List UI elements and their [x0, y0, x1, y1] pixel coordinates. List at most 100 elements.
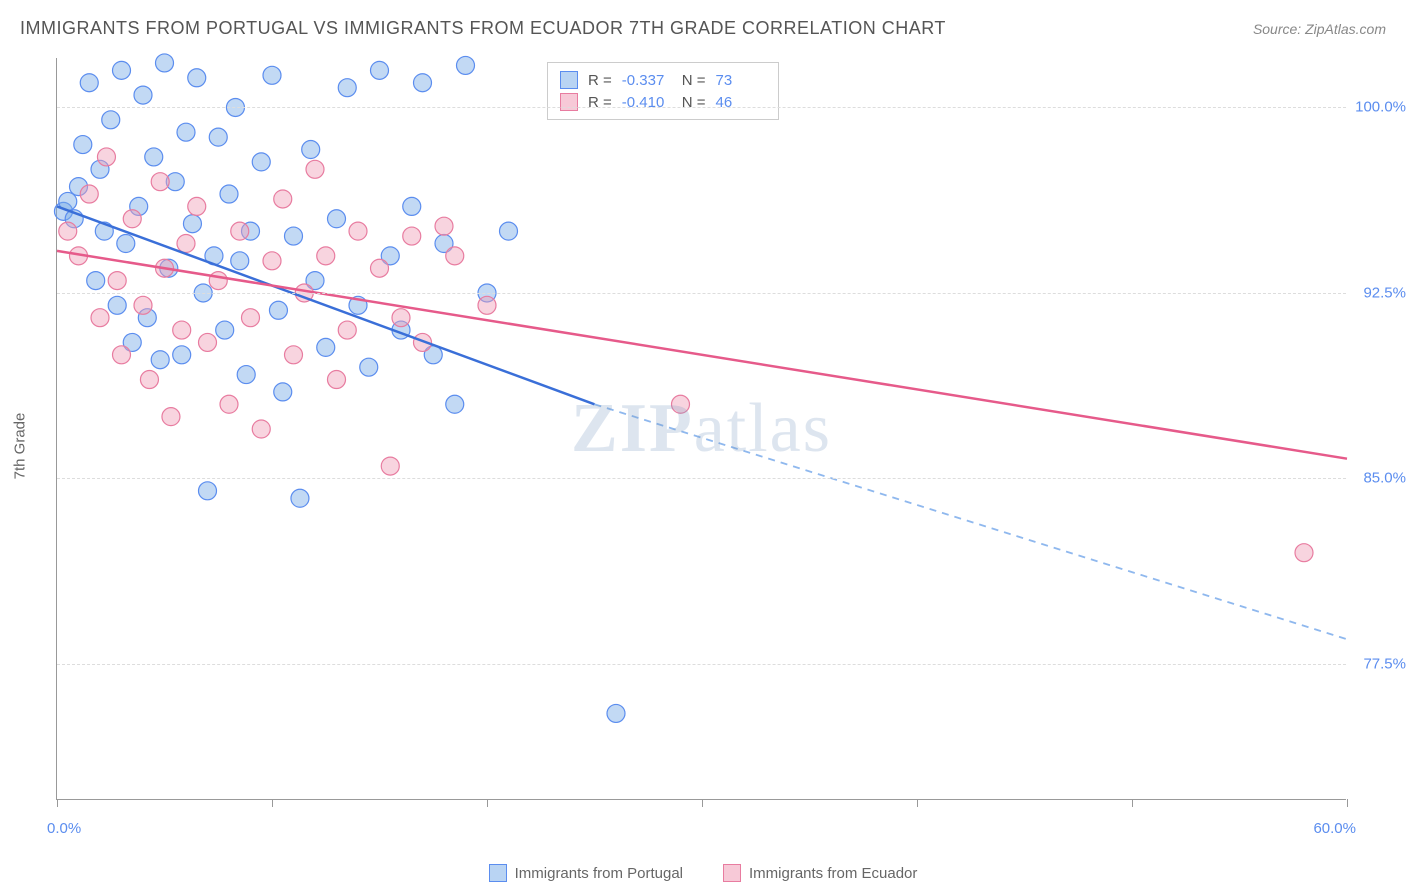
gridline: [57, 293, 1346, 294]
plot-area: ZIPatlas R = -0.337 N = 73 R = -0.410 N …: [56, 58, 1346, 800]
data-point: [457, 56, 475, 74]
data-point: [252, 420, 270, 438]
bottom-legend: Immigrants from Portugal Immigrants from…: [0, 864, 1406, 882]
data-point: [177, 123, 195, 141]
swatch-ecuador-bottom: [723, 864, 741, 882]
data-point: [91, 309, 109, 327]
data-point: [134, 86, 152, 104]
data-point: [338, 79, 356, 97]
data-point: [209, 272, 227, 290]
data-point: [199, 333, 217, 351]
correlation-legend: R = -0.337 N = 73 R = -0.410 N = 46: [547, 62, 779, 120]
x-axis-min-label: 0.0%: [47, 820, 81, 837]
data-point: [392, 309, 410, 327]
data-point: [263, 66, 281, 84]
data-point: [435, 217, 453, 235]
data-point: [188, 197, 206, 215]
data-point: [478, 296, 496, 314]
data-point: [252, 153, 270, 171]
swatch-portugal: [560, 71, 578, 89]
source-attribution: Source: ZipAtlas.com: [1253, 21, 1386, 37]
data-point: [220, 185, 238, 203]
data-point: [403, 227, 421, 245]
regression-line-ecuador: [57, 251, 1347, 459]
x-tick: [1347, 799, 1348, 807]
legend-row-ecuador: R = -0.410 N = 46: [560, 91, 766, 113]
data-point: [607, 704, 625, 722]
data-point: [102, 111, 120, 129]
data-point: [162, 408, 180, 426]
data-point: [87, 272, 105, 290]
data-point: [209, 128, 227, 146]
data-point: [371, 259, 389, 277]
x-tick: [57, 799, 58, 807]
x-axis-max-label: 60.0%: [1313, 820, 1356, 837]
data-point: [317, 338, 335, 356]
y-axis-title: 7th Grade: [12, 413, 29, 480]
data-point: [328, 210, 346, 228]
data-point: [274, 190, 292, 208]
data-point: [220, 395, 238, 413]
y-tick-label: 100.0%: [1351, 99, 1406, 116]
data-point: [117, 235, 135, 253]
data-point: [145, 148, 163, 166]
data-point: [216, 321, 234, 339]
data-point: [188, 69, 206, 87]
data-point: [183, 215, 201, 233]
chart-header: IMMIGRANTS FROM PORTUGAL VS IMMIGRANTS F…: [20, 18, 1386, 39]
bottom-legend-portugal: Immigrants from Portugal: [489, 864, 683, 882]
data-point: [113, 61, 131, 79]
series-label-ecuador: Immigrants from Ecuador: [749, 865, 917, 882]
x-tick: [1132, 799, 1133, 807]
data-point: [173, 346, 191, 364]
data-point: [242, 309, 260, 327]
data-point: [403, 197, 421, 215]
data-point: [338, 321, 356, 339]
data-point: [317, 247, 335, 265]
gridline: [57, 664, 1346, 665]
data-point: [360, 358, 378, 376]
data-point: [414, 74, 432, 92]
data-point: [108, 272, 126, 290]
data-point: [285, 227, 303, 245]
series-label-portugal: Immigrants from Portugal: [515, 865, 683, 882]
data-point: [59, 222, 77, 240]
data-point: [97, 148, 115, 166]
data-point: [231, 222, 249, 240]
legend-row-portugal: R = -0.337 N = 73: [560, 69, 766, 91]
data-point: [134, 296, 152, 314]
data-point: [156, 54, 174, 72]
data-point: [269, 301, 287, 319]
swatch-portugal-bottom: [489, 864, 507, 882]
data-point: [199, 482, 217, 500]
y-tick-label: 85.0%: [1351, 470, 1406, 487]
data-point: [1295, 544, 1313, 562]
chart-svg: [57, 58, 1346, 799]
y-tick-label: 92.5%: [1351, 284, 1406, 301]
data-point: [140, 371, 158, 389]
data-point: [349, 222, 367, 240]
x-tick: [917, 799, 918, 807]
x-tick: [272, 799, 273, 807]
y-tick-label: 77.5%: [1351, 655, 1406, 672]
data-point: [285, 346, 303, 364]
data-point: [173, 321, 191, 339]
data-point: [263, 252, 281, 270]
data-point: [328, 371, 346, 389]
x-tick: [487, 799, 488, 807]
data-point: [151, 351, 169, 369]
data-point: [74, 136, 92, 154]
data-point: [306, 160, 324, 178]
data-point: [108, 296, 126, 314]
data-point: [231, 252, 249, 270]
data-point: [672, 395, 690, 413]
data-point: [80, 185, 98, 203]
gridline: [57, 107, 1346, 108]
data-point: [80, 74, 98, 92]
data-point: [371, 61, 389, 79]
data-point: [446, 395, 464, 413]
data-point: [123, 210, 141, 228]
data-point: [151, 173, 169, 191]
data-point: [237, 366, 255, 384]
data-point: [177, 235, 195, 253]
